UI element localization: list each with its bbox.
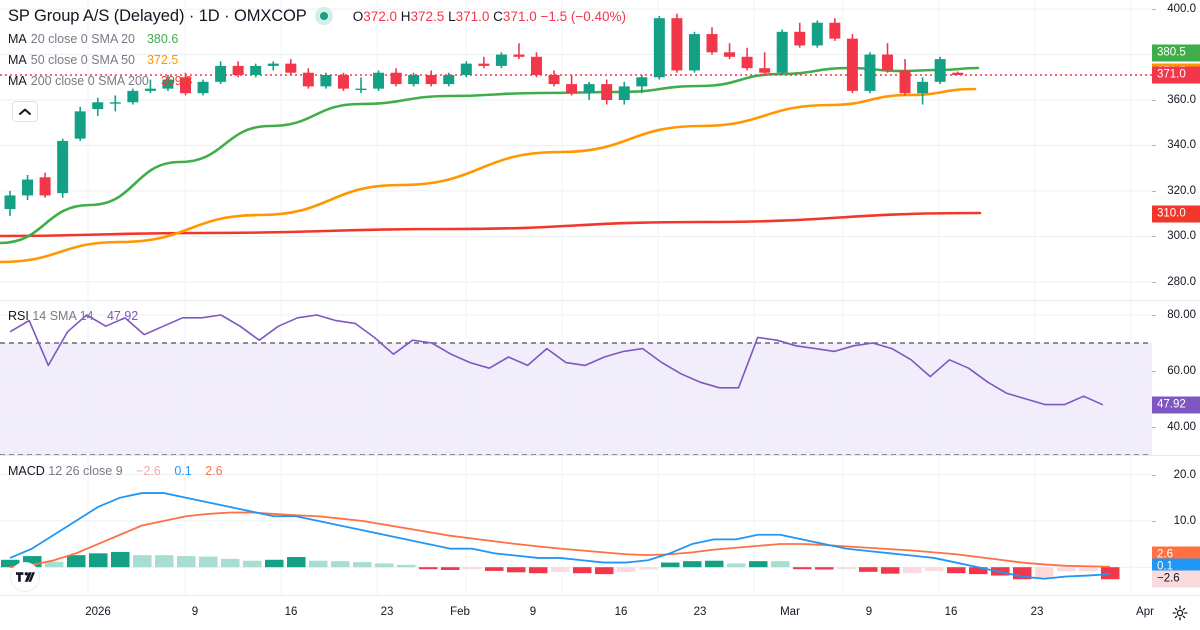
axis-tick: [1152, 100, 1156, 101]
axis-tick: [1152, 145, 1156, 147]
tradingview-logo[interactable]: [10, 562, 40, 592]
time-axis[interactable]: 2026 9 16 23 Feb 9 16 23 Mar 9 16 23 Apr: [0, 595, 1200, 630]
macd-hist-badge[interactable]: −2.6: [1152, 570, 1200, 588]
last-price-badge[interactable]: 371.0: [1152, 66, 1200, 84]
macd-axis[interactable]: 20.0 10.0 2.6 0.1 −2.6: [1152, 456, 1200, 595]
price-axis-label: 300.0: [1167, 230, 1196, 243]
axis-tick: [1152, 236, 1156, 238]
macd-pane[interactable]: 20.0 10.0 2.6 0.1 −2.6 MACD 12 26 close 9 −2…: [0, 455, 1200, 595]
rsi-axis[interactable]: 80.00 60.00 40.00 47.92: [1152, 301, 1200, 455]
time-axis-label: Feb: [450, 606, 470, 618]
time-axis-label: Apr: [1136, 606, 1154, 618]
price-pane[interactable]: 400.0360.0340.0320.0300.0280.0380.5372.5…: [0, 0, 1200, 300]
axis-tick: [1152, 315, 1156, 316]
axis-tick: [1152, 474, 1156, 476]
time-axis-label: 9: [191, 606, 199, 618]
gear-icon[interactable]: [1172, 605, 1188, 626]
axis-tick: [1152, 520, 1156, 522]
time-axis-label: 23: [693, 606, 707, 618]
collapse-legend-button[interactable]: [12, 101, 38, 122]
price-plot-area[interactable]: [0, 0, 1152, 300]
time-axis-label: Mar: [780, 606, 800, 618]
rsi-plot-area[interactable]: [0, 301, 1152, 455]
price-axis-label: 360.0: [1167, 94, 1196, 106]
price-axis-label: 340.0: [1167, 139, 1196, 152]
price-axis-label: 280.0: [1167, 275, 1196, 288]
axis-tick: [1152, 371, 1156, 372]
time-axis-label: 23: [1030, 606, 1044, 618]
time-axis-label: 9: [529, 606, 537, 618]
rsi-axis-label: 80.00: [1167, 309, 1196, 321]
price-axis-label: 400.0: [1167, 3, 1196, 16]
axis-tick: [1152, 190, 1156, 192]
macd-plot-area[interactable]: [0, 456, 1152, 595]
price-axis-label: 320.0: [1167, 184, 1196, 197]
axis-tick: [1152, 281, 1156, 283]
time-axis-label: 23: [380, 606, 394, 618]
time-axis-label: 16: [944, 606, 958, 618]
rsi-pane[interactable]: 80.00 60.00 40.00 47.92 RSI 14 SMA 14 47.92: [0, 300, 1200, 455]
macd-axis-label: 20.0: [1173, 468, 1196, 481]
rsi-value-badge[interactable]: 47.92: [1152, 396, 1200, 414]
time-axis-label: 9: [865, 606, 873, 618]
rsi-axis-label: 40.00: [1167, 421, 1196, 433]
ma20-price-badge[interactable]: 380.5: [1152, 44, 1200, 62]
time-axis-label: 16: [614, 606, 628, 618]
rsi-axis-label: 60.00: [1167, 365, 1196, 377]
axis-tick: [1152, 9, 1156, 11]
chevron-up-icon: [19, 108, 31, 115]
time-axis-label: 2026: [85, 606, 111, 618]
macd-axis-label: 10.0: [1173, 514, 1196, 527]
time-axis-label: 16: [284, 606, 298, 618]
axis-tick: [1152, 427, 1156, 428]
price-axis[interactable]: 400.0360.0340.0320.0300.0280.0380.5372.5…: [1152, 0, 1200, 300]
ma200-price-badge[interactable]: 310.0: [1152, 205, 1200, 223]
